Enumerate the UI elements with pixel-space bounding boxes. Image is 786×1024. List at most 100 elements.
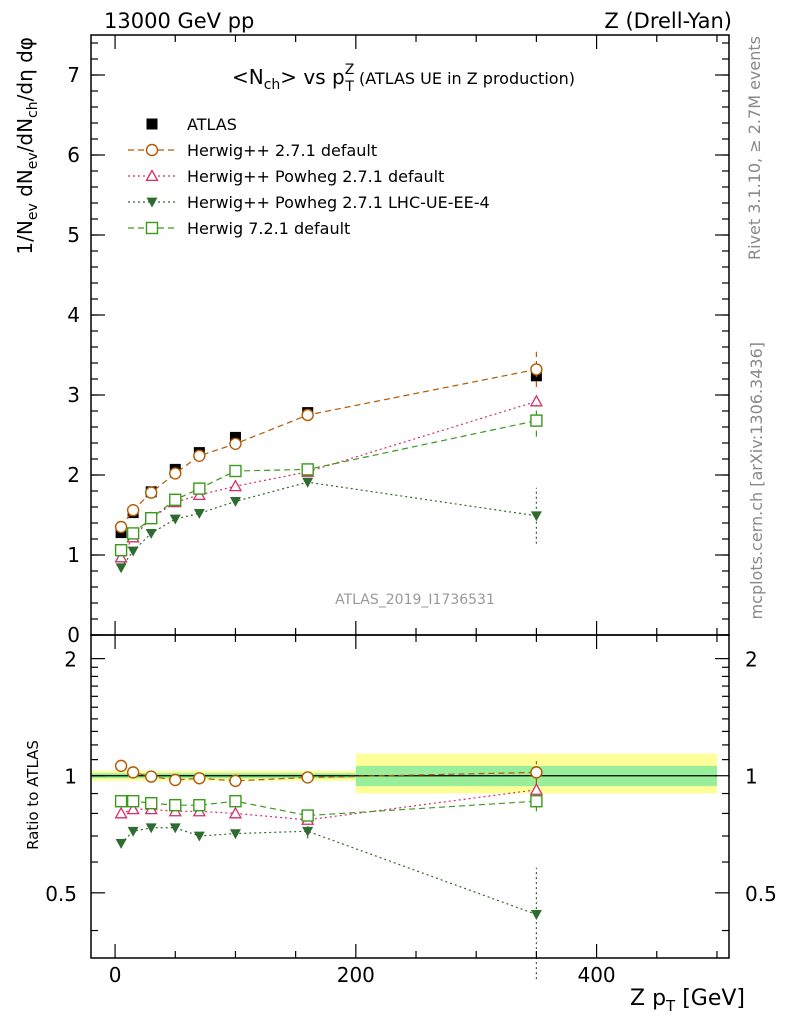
ratio-point (145, 823, 157, 834)
ratio-ytick-label: 1 (64, 765, 77, 789)
ratio-point (144, 796, 158, 810)
legend-label: ATLAS (187, 115, 237, 134)
main-ytick-label: 5 (67, 223, 80, 247)
data-point (193, 482, 206, 495)
ratio-ytick-label-right: 1 (745, 765, 758, 789)
data-point (193, 449, 206, 462)
data-point (229, 437, 242, 450)
legend-marker (145, 221, 159, 235)
ratio-series-3 (114, 791, 543, 822)
ratio-point (114, 759, 128, 773)
data-point (193, 509, 205, 519)
series-line (120, 368, 537, 528)
ratio-point (302, 826, 314, 837)
ratio-point (193, 798, 206, 812)
legend-marker (145, 143, 159, 157)
data-point (301, 408, 314, 422)
legend-label: Herwig++ Powheg 2.7.1 default (187, 167, 444, 186)
data-point (144, 512, 158, 525)
legend-item: Herwig++ Powheg 2.7.1 LHC-UE-EE-4 (128, 193, 490, 212)
main-ytick-label: 3 (67, 383, 80, 407)
data-point (114, 544, 128, 557)
ratio-point (301, 809, 314, 822)
data-point (126, 527, 140, 540)
ratio-point (169, 823, 181, 834)
series-3 (115, 477, 542, 574)
series-0 (115, 370, 542, 539)
ratio-point (127, 826, 139, 837)
data-point (169, 514, 181, 525)
x-axis-label: Z pT [GeV] (630, 986, 745, 1015)
legend-marker (146, 197, 158, 208)
legend-item: Herwig++ 2.7.1 default (128, 141, 377, 160)
ratio-ytick-label-right: 2 (745, 648, 758, 672)
main-ytick-label: 4 (67, 303, 80, 327)
ratio-point (229, 829, 241, 840)
series-line (120, 420, 537, 551)
series-line (120, 400, 537, 558)
data-point (301, 463, 314, 476)
data-point (169, 467, 182, 480)
ratio-line (120, 827, 537, 916)
data-point (530, 511, 542, 522)
watermark: ATLAS_2019_I1736531 (335, 592, 495, 608)
data-point (302, 477, 314, 488)
ratio-point (530, 795, 543, 808)
x-tick-label: 200 (337, 963, 375, 987)
series-1 (114, 351, 543, 534)
series-4 (114, 404, 543, 557)
main-ytick-label: 2 (67, 463, 80, 487)
ratio-point (144, 770, 158, 783)
ratio-point (126, 766, 140, 779)
ratio-point (229, 774, 242, 788)
series-2 (114, 394, 544, 563)
ratio-point (114, 795, 128, 808)
series-line (120, 481, 537, 569)
ratio-point (529, 782, 544, 795)
data-point (530, 414, 543, 427)
header-left: 13000 GeV pp (104, 9, 254, 33)
ratio-point (228, 806, 243, 819)
data-point (144, 486, 158, 499)
ratio-point (530, 766, 543, 779)
x-tick-label: 0 (109, 963, 122, 987)
main-title: <Nch> vs pZ T (ATLAS UE in Z production) (232, 62, 575, 95)
ratio-series-2 (115, 823, 542, 980)
legend-marker (146, 118, 158, 130)
ratio-ytick-label: 0.5 (45, 882, 77, 906)
data-point (229, 497, 241, 507)
ratio-point (169, 798, 182, 812)
main-ytick-label: 0 (67, 623, 80, 647)
main-ylabel: 1/Nev dNev/dNch/dη dφ (13, 37, 41, 255)
ratio-frame (90, 634, 730, 959)
ratio-series-0 (114, 759, 543, 788)
ratio-point (193, 831, 205, 842)
x-tick-label: 400 (577, 963, 615, 987)
rivet-label: Rivet 3.1.10, ≥ 2.7M events (745, 36, 764, 260)
main-ytick-label: 6 (67, 143, 80, 167)
data-point (169, 493, 182, 506)
data-point (145, 529, 157, 539)
ratio-point (126, 802, 140, 815)
data-point (229, 431, 241, 443)
ratio-point (193, 772, 206, 785)
data-point (114, 550, 128, 563)
ratio-ylabel: Ratio to ATLAS (24, 740, 42, 850)
legend-item: ATLAS (146, 115, 237, 134)
data-point (114, 520, 128, 534)
ratio-point (301, 771, 314, 784)
data-point (115, 563, 127, 574)
mcplots-label: mcplots.cern.ch [arXiv:1306.3436] (747, 342, 766, 619)
main-panel: 0 1 2 3 4 5 6 7 <Nch> vs pZ T (ATLAS UE in Z pro… (13, 34, 730, 647)
legend-label: Herwig 7.2.1 default (187, 219, 350, 238)
legend-label: Herwig++ 2.7.1 default (187, 141, 377, 160)
legend: ATLAS Herwig++ 2.7.1 default Herwig++ Powh… (128, 115, 490, 238)
ratio-point (229, 795, 242, 808)
ratio-ytick-label-right: 0.5 (745, 882, 777, 906)
ratio-panel: 0.5 0.5 1 1 2 2 0 200 400 Ratio to ATLAS Z pT [G… (24, 634, 777, 1015)
legend-marker (145, 169, 159, 182)
data-point (229, 464, 242, 478)
data-point (127, 546, 139, 557)
ratio-ytick-label: 2 (64, 648, 77, 672)
